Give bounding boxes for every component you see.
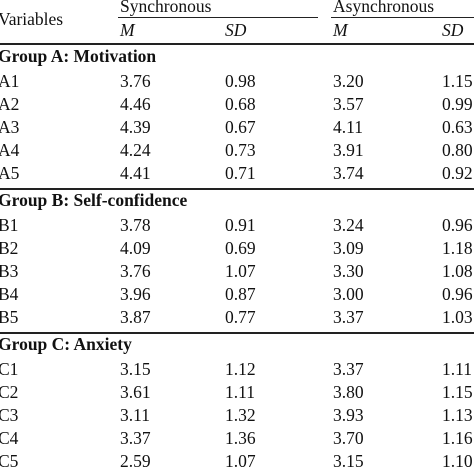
async-sd: 1.08 bbox=[442, 260, 473, 281]
row-label: A3 bbox=[0, 116, 20, 137]
sync-mean: 4.24 bbox=[120, 139, 151, 160]
sync-mean: 2.59 bbox=[120, 450, 151, 471]
sync-mean: 3.15 bbox=[120, 359, 151, 379]
sync-sd: 0.77 bbox=[225, 306, 256, 327]
sync-mean: 3.76 bbox=[120, 260, 151, 281]
header-variables: Variables bbox=[0, 9, 64, 29]
row-label: B5 bbox=[0, 306, 19, 327]
async-mean: 3.15 bbox=[333, 450, 364, 471]
async-mean: 3.74 bbox=[333, 162, 364, 183]
group-divider-rule bbox=[0, 188, 474, 190]
row-label: C4 bbox=[0, 427, 19, 448]
sync-sd: 1.36 bbox=[225, 427, 256, 448]
async-mean: 3.09 bbox=[333, 237, 364, 258]
row-label: B4 bbox=[0, 283, 19, 304]
sync-mean: 3.37 bbox=[120, 427, 151, 448]
row-label: A1 bbox=[0, 71, 20, 91]
header-sync-m: M bbox=[120, 20, 135, 40]
async-mean: 3.70 bbox=[333, 427, 364, 448]
row-label: A2 bbox=[0, 93, 20, 114]
async-mean: 3.57 bbox=[333, 93, 364, 114]
sync-mean: 4.39 bbox=[120, 116, 151, 137]
sync-mean: 4.46 bbox=[120, 93, 151, 114]
sync-sd: 0.69 bbox=[225, 237, 256, 258]
sync-sd: 0.91 bbox=[225, 215, 256, 235]
async-mean: 3.91 bbox=[333, 139, 364, 160]
row-label: B3 bbox=[0, 260, 19, 281]
async-sd: 1.11 bbox=[442, 359, 472, 379]
async-mean: 3.24 bbox=[333, 215, 364, 235]
asynchronous-underline bbox=[331, 17, 474, 19]
header-sync-sd: SD bbox=[225, 20, 247, 40]
async-mean: 3.93 bbox=[333, 404, 364, 425]
row-label: B1 bbox=[0, 215, 19, 235]
synchronous-underline bbox=[118, 17, 318, 19]
header-rule bbox=[0, 43, 474, 45]
sync-sd: 1.32 bbox=[225, 404, 256, 425]
sync-mean: 3.11 bbox=[120, 404, 150, 425]
group-title: Group B: Self-confidence bbox=[0, 190, 188, 210]
sync-sd: 1.07 bbox=[225, 260, 256, 281]
sync-mean: 3.61 bbox=[120, 381, 151, 402]
sync-mean: 4.41 bbox=[120, 162, 151, 183]
row-label: C1 bbox=[0, 359, 19, 379]
async-sd: 1.03 bbox=[442, 306, 473, 327]
sync-mean: 3.96 bbox=[120, 283, 151, 304]
sync-mean: 3.78 bbox=[120, 215, 151, 235]
sync-sd: 1.12 bbox=[225, 359, 256, 379]
sync-sd: 1.07 bbox=[225, 450, 256, 471]
row-label: C2 bbox=[0, 381, 19, 402]
group-title: Group A: Motivation bbox=[0, 46, 157, 66]
async-mean: 3.20 bbox=[333, 71, 364, 91]
async-sd: 0.99 bbox=[442, 93, 473, 114]
async-sd: 1.15 bbox=[442, 71, 473, 91]
async-sd: 1.15 bbox=[442, 381, 473, 402]
header-async-sd: SD bbox=[442, 20, 464, 40]
async-sd: 1.13 bbox=[442, 404, 473, 425]
sync-sd: 0.87 bbox=[225, 283, 256, 304]
row-label: C5 bbox=[0, 450, 19, 471]
sync-sd: 0.71 bbox=[225, 162, 256, 183]
async-mean: 3.80 bbox=[333, 381, 364, 402]
sync-sd: 0.67 bbox=[225, 116, 256, 137]
sync-mean: 3.76 bbox=[120, 71, 151, 91]
header-synchronous: Synchronous bbox=[120, 0, 212, 16]
async-mean: 3.37 bbox=[333, 359, 364, 379]
async-mean: 4.11 bbox=[333, 116, 363, 137]
row-label: B2 bbox=[0, 237, 19, 258]
sync-sd: 0.68 bbox=[225, 93, 256, 114]
async-sd: 0.96 bbox=[442, 283, 473, 304]
group-title: Group C: Anxiety bbox=[0, 334, 132, 354]
row-label: C3 bbox=[0, 404, 19, 425]
async-sd: 0.92 bbox=[442, 162, 473, 183]
header-async-m: M bbox=[333, 20, 348, 40]
async-sd: 0.80 bbox=[442, 139, 473, 160]
async-sd: 1.16 bbox=[442, 427, 473, 448]
sync-sd: 0.98 bbox=[225, 71, 256, 91]
sync-mean: 4.09 bbox=[120, 237, 151, 258]
async-mean: 3.30 bbox=[333, 260, 364, 281]
row-label: A5 bbox=[0, 162, 20, 183]
async-mean: 3.00 bbox=[333, 283, 364, 304]
sync-mean: 3.87 bbox=[120, 306, 151, 327]
header-asynchronous: Asynchronous bbox=[333, 0, 435, 16]
async-sd: 1.18 bbox=[442, 237, 473, 258]
group-divider-rule bbox=[0, 332, 474, 334]
async-mean: 3.37 bbox=[333, 306, 364, 327]
sync-sd: 1.11 bbox=[225, 381, 255, 402]
async-sd: 0.63 bbox=[442, 116, 473, 137]
sync-sd: 0.73 bbox=[225, 139, 256, 160]
row-label: A4 bbox=[0, 139, 20, 160]
async-sd: 0.96 bbox=[442, 215, 473, 235]
async-sd: 1.10 bbox=[442, 450, 473, 471]
